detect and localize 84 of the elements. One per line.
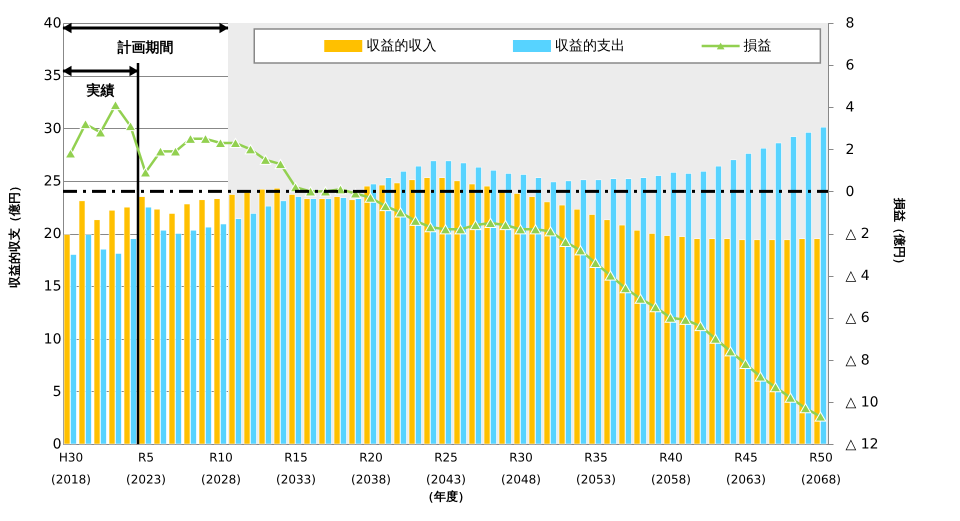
y-tick-label: 30 [44,120,62,137]
point [770,382,782,392]
y-axis-title: 収益的収支（億円） [8,180,22,288]
point [334,184,346,194]
point [124,121,136,132]
point [544,226,556,236]
point [394,207,406,218]
point [110,100,122,110]
point [604,270,616,281]
y-tick-label: 40 [44,16,62,32]
annotation: 計画期間 [116,40,174,56]
point [440,224,452,234]
y-tick-label: 0 [52,436,62,452]
x-tick-label: R25 (2043) [426,450,466,486]
y2-axis-title: 損益（億円） [892,197,907,270]
point [650,302,662,312]
point [514,224,526,234]
y2-tick-label: 0 [846,184,854,200]
y2-tick-label: 4 [846,100,854,116]
point [784,392,796,403]
point [94,127,106,138]
y-tick-label: 20 [44,226,62,242]
point [80,119,92,130]
point [634,294,646,304]
point [560,236,572,247]
x-tick-label: R5 (2023) [126,450,166,486]
y2-tick-label: △ 10 [846,394,879,410]
annotation: 実績 [86,82,114,99]
point [710,334,722,344]
point [184,134,196,144]
x-tick-label: R45 (2063) [726,450,766,486]
legend-label: 収益的支出 [554,38,625,54]
y2-tick-label: △ 12 [846,436,879,452]
point [304,186,316,196]
x-tick-label: R20 (2038) [351,450,391,486]
point [274,158,286,170]
point [590,258,602,268]
y2-tick-label: △ 4 [846,268,870,284]
point [260,154,272,165]
point [484,218,496,228]
legend-label: 損益 [744,38,772,54]
point [364,192,376,203]
y-tick-label: 15 [44,278,62,295]
point [230,138,242,148]
point [470,220,482,230]
point [410,216,422,226]
point [244,144,256,154]
point [724,346,736,356]
y-tick-label: 10 [44,331,62,348]
point [814,412,826,422]
y2-tick-label: 2 [846,142,854,158]
point [140,167,152,178]
y2-tick-label: △ 6 [846,310,870,326]
point [800,403,812,414]
point [424,222,436,232]
point [380,201,392,212]
y2-tick-label: △ 2 [846,226,870,242]
point [530,224,542,234]
point [200,134,212,144]
point [574,245,586,256]
x-tick-label: R50 (2068) [801,450,841,486]
y2-tick-label: 8 [846,16,854,32]
point [620,283,632,294]
x-tick-label: R30 (2048) [501,450,541,486]
x-tick-label: R35 (2053) [576,450,616,486]
x-tick-label: R10 (2028) [201,450,241,486]
legend-label: 収益的収入 [366,38,436,54]
point [500,220,512,230]
y-tick-label: 25 [44,173,62,190]
x-axis-title: （年度） [422,490,470,504]
x-tick-label: H30 (2018) [51,450,91,486]
y2-tick-label: △ 8 [846,352,870,368]
x-tick-label: R40 (2058) [651,450,691,486]
point [754,372,766,382]
y-tick-label: 5 [52,384,62,400]
point [64,148,76,159]
y2-tick-label: 6 [846,58,854,74]
point [454,224,466,234]
x-tick-label: R15 (2033) [276,450,316,486]
point [680,314,692,325]
point [740,358,752,370]
point [694,321,706,332]
point [664,312,676,323]
y-tick-label: 35 [44,68,62,84]
